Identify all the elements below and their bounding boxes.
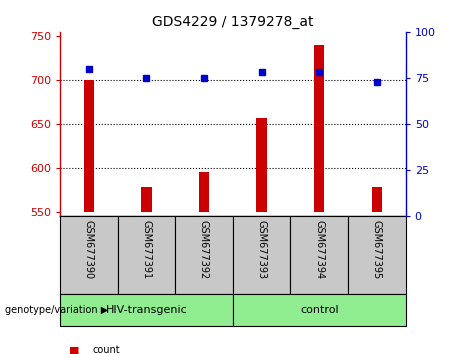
FancyBboxPatch shape xyxy=(233,294,406,326)
Bar xyxy=(141,187,152,212)
Text: GSM677394: GSM677394 xyxy=(314,220,324,279)
Text: GSM677391: GSM677391 xyxy=(142,220,151,279)
Text: control: control xyxy=(300,305,338,315)
Bar xyxy=(199,172,209,212)
Text: HIV-transgenic: HIV-transgenic xyxy=(106,305,187,315)
FancyBboxPatch shape xyxy=(175,216,233,294)
FancyBboxPatch shape xyxy=(233,216,290,294)
Bar xyxy=(314,45,325,212)
Bar xyxy=(83,80,94,212)
Text: count: count xyxy=(92,346,120,354)
Title: GDS4229 / 1379278_at: GDS4229 / 1379278_at xyxy=(152,16,313,29)
FancyBboxPatch shape xyxy=(290,216,348,294)
FancyBboxPatch shape xyxy=(60,294,233,326)
FancyBboxPatch shape xyxy=(118,216,175,294)
Text: GSM677393: GSM677393 xyxy=(257,220,266,279)
Text: GSM677392: GSM677392 xyxy=(199,220,209,279)
FancyBboxPatch shape xyxy=(348,216,406,294)
Text: GSM677390: GSM677390 xyxy=(84,220,94,279)
Bar xyxy=(256,118,267,212)
FancyBboxPatch shape xyxy=(60,216,118,294)
Text: ■: ■ xyxy=(69,346,80,354)
Text: genotype/variation ▶: genotype/variation ▶ xyxy=(5,305,108,315)
Bar xyxy=(372,187,382,212)
Text: GSM677395: GSM677395 xyxy=(372,220,382,279)
